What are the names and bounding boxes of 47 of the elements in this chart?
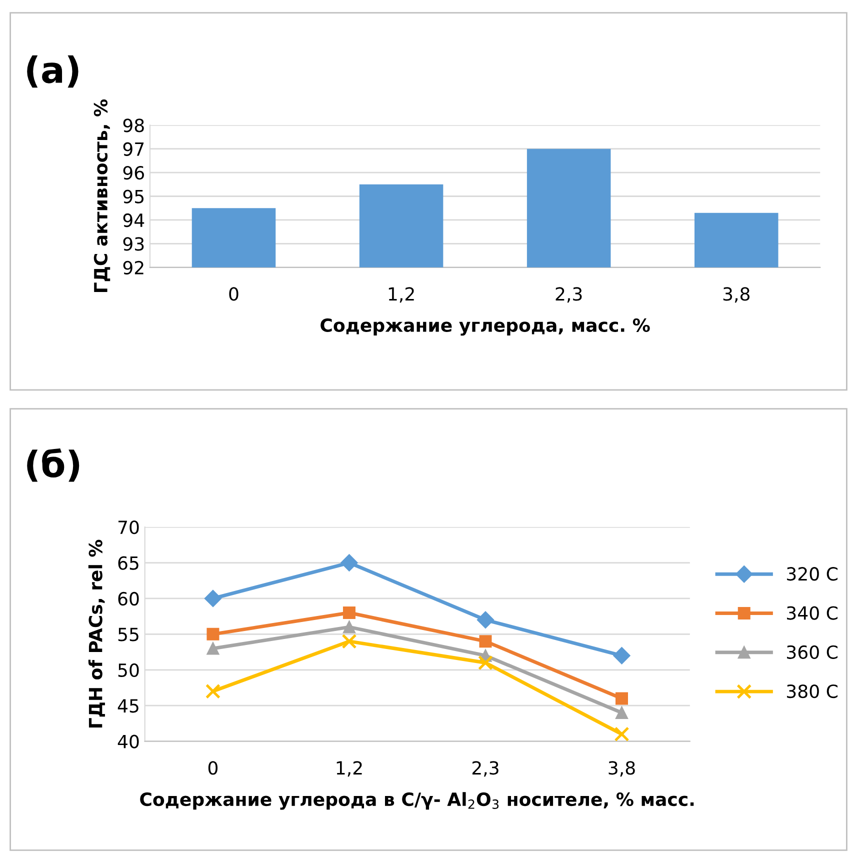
y-tick-label: 60 <box>118 592 139 606</box>
legend-label: 360 C <box>787 645 838 659</box>
y-tick-label: 93 <box>123 237 144 251</box>
x-tick-label: 1,2 <box>388 287 414 303</box>
point <box>479 635 492 648</box>
y-tick-label: 50 <box>118 663 139 678</box>
legend-label: 380 C <box>787 684 838 698</box>
x-tick-label: 3,8 <box>723 287 750 303</box>
y-tick-label: 55 <box>118 628 138 642</box>
point <box>476 611 494 628</box>
y-tick-label: 96 <box>123 166 144 180</box>
point <box>616 692 628 705</box>
point <box>342 606 356 620</box>
y-tick-label: 70 <box>118 520 139 534</box>
y-tick-label: 95 <box>123 190 144 204</box>
x-tick-label: 2,3 <box>472 761 498 777</box>
legend-label: 340 C <box>787 606 838 620</box>
point <box>342 620 356 634</box>
point <box>616 706 628 719</box>
chart-title: (a) <box>27 55 78 88</box>
point <box>613 647 630 664</box>
chart-title: (б) <box>27 448 80 482</box>
legend-label: 320 C <box>787 567 838 581</box>
point <box>206 642 220 655</box>
x-tick-label: 3,8 <box>608 761 635 777</box>
x-tick-label: 0 <box>208 761 218 775</box>
y-axis-title: ГДС активность, % <box>94 99 110 292</box>
point <box>478 655 493 670</box>
point <box>206 628 220 640</box>
point <box>614 726 630 742</box>
point <box>342 634 357 649</box>
x-tick-label: 0 <box>229 287 238 301</box>
point <box>340 554 358 572</box>
point <box>205 684 220 699</box>
y-tick-label: 65 <box>118 556 138 570</box>
x-tick-label: 2,3 <box>556 287 582 303</box>
y-tick-label: 97 <box>123 142 144 156</box>
y-tick-label: 92 <box>123 260 144 274</box>
y-tick-label: 98 <box>123 118 144 132</box>
x-axis-title: Содержание углерода, масс. % <box>320 318 650 336</box>
y-tick-label: 94 <box>123 213 144 228</box>
x-tick-label: 1,2 <box>336 761 362 777</box>
y-tick-label: 40 <box>118 734 139 748</box>
point <box>204 590 222 608</box>
y-tick-label: 45 <box>118 699 138 713</box>
y-axis-title: ГДН of PACs, rel % <box>88 540 105 728</box>
x-axis-title: Содержание углерода в C/γ- Al$_{2}$O$_{3}$ носителе, % масс. <box>140 792 694 810</box>
